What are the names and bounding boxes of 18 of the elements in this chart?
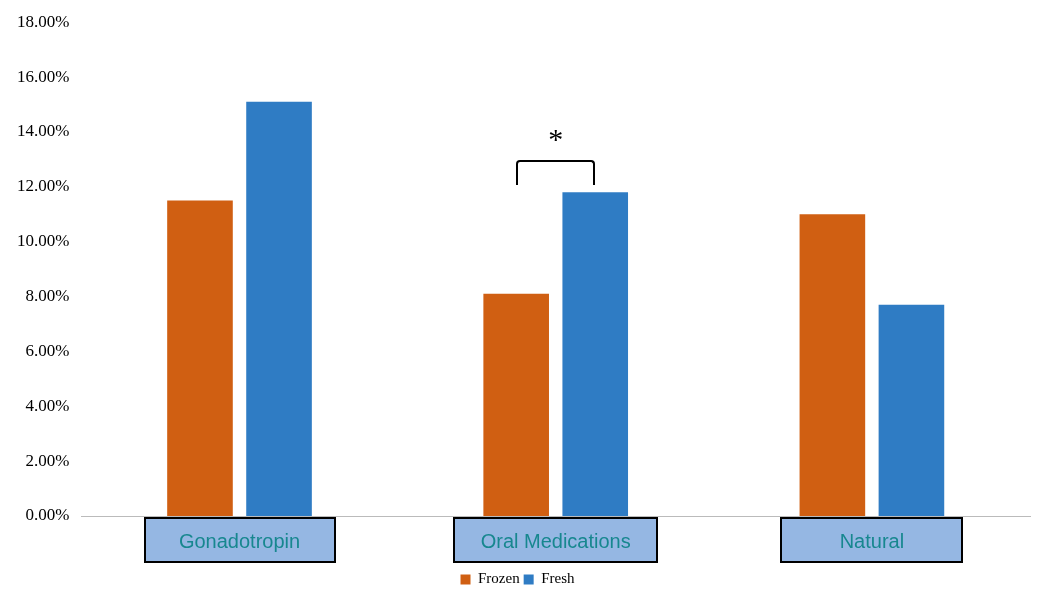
y-tick-label: 10.00% xyxy=(16,231,70,251)
annotation: * xyxy=(548,122,564,157)
x-tick-label: Oral Medications xyxy=(480,529,631,552)
y-tick-label: 18.00% xyxy=(16,11,70,31)
bar xyxy=(483,293,549,516)
y-tick-label: 6.00% xyxy=(25,340,70,360)
legend-label: Frozen xyxy=(478,570,521,587)
y-tick-label: 2.00% xyxy=(25,450,70,470)
y-tick-label: 16.00% xyxy=(16,66,70,86)
y-tick-label: 0.00% xyxy=(25,505,70,525)
y-tick-label: 12.00% xyxy=(16,176,70,196)
x-tick-label: Gonadotropin xyxy=(178,529,301,552)
y-tick-label: 14.00% xyxy=(16,121,70,141)
y-tick-label: 4.00% xyxy=(25,395,70,415)
x-tick-label: Natural xyxy=(839,529,905,552)
legend-label: Fresh xyxy=(541,570,575,587)
y-tick-label: 8.00% xyxy=(25,286,70,305)
bar xyxy=(562,192,629,516)
